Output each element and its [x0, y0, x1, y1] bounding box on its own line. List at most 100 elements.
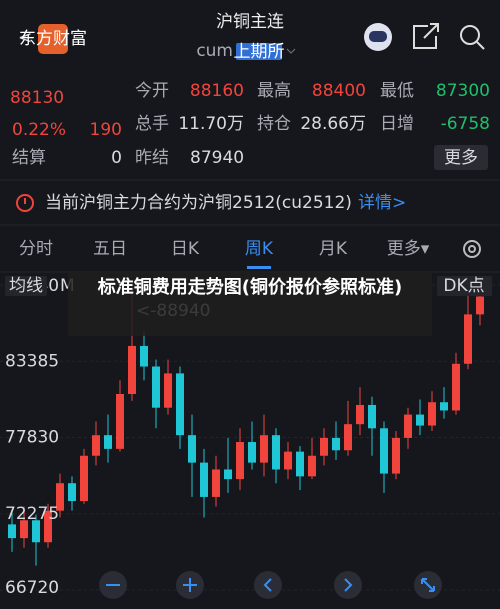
overlay-title: 标准铜费用走势图(铜价报价参照标准) [97, 277, 403, 298]
y-tick-label: 72275 [5, 504, 59, 524]
field-label: 昨结 [135, 148, 169, 168]
icon [421, 578, 435, 592]
exchange-badge [236, 43, 282, 60]
candle-body [44, 510, 52, 543]
candle-body [344, 424, 352, 451]
candle-body [296, 451, 304, 477]
title: 沪铜主连 [216, 12, 284, 32]
candle-body [440, 402, 448, 411]
candle-body [404, 414, 412, 438]
change: 190 [90, 120, 122, 140]
notice-icon [16, 194, 34, 212]
logo-box [38, 24, 68, 54]
settings-core [468, 245, 476, 253]
candle-body [452, 363, 460, 411]
more-label[interactable]: 更多 [444, 148, 478, 168]
icon [344, 578, 353, 592]
candle-body [212, 469, 220, 497]
settle-label: 结算 [12, 148, 46, 168]
candle-body [236, 442, 244, 480]
tab[interactable]: 五日 [93, 239, 127, 259]
back-button[interactable]: < [18, 28, 32, 48]
icon [183, 578, 197, 592]
assistant-face [369, 31, 387, 42]
field-label: 最低 [380, 81, 414, 101]
candle-body [380, 428, 388, 474]
field-value: 88160 [190, 81, 244, 101]
candle-body [140, 345, 148, 367]
code: cum [196, 41, 233, 61]
field-value: -6758 [441, 114, 490, 134]
field-label: 今开 [135, 81, 169, 101]
candle-body [320, 437, 328, 456]
dropdown-icon [286, 48, 296, 54]
dk-button[interactable] [437, 276, 492, 296]
candle-body [20, 520, 28, 539]
candle-body [368, 404, 376, 429]
candle-body [80, 455, 88, 502]
candle-body [416, 414, 424, 426]
change-pct: 0.22% [12, 120, 66, 140]
candle-body [272, 435, 280, 470]
field-value: 28.66万 [300, 114, 366, 134]
field-label: 总手 [135, 114, 169, 134]
exchange: 上期所 [234, 42, 285, 62]
field-value: 11.70万 [178, 114, 244, 134]
candle-body [224, 469, 232, 480]
field-value: 87940 [190, 148, 244, 168]
field-value: 88400 [312, 81, 366, 101]
tab[interactable]: 日K [171, 239, 200, 259]
next[interactable] [334, 571, 362, 599]
candle-body [116, 393, 124, 449]
candle-body [128, 345, 136, 394]
last-price: 88130 [10, 88, 64, 108]
overlay: 标准铜费用走势图(铜价报价参照标准) [97, 277, 403, 298]
y-tick-label: 83385 [5, 351, 59, 371]
ma-button[interactable] [5, 276, 47, 296]
tab[interactable]: 周K [245, 239, 274, 259]
search-icon[interactable] [460, 25, 480, 45]
candle-body [260, 435, 268, 463]
candle-body [164, 373, 172, 408]
candle-body [428, 402, 436, 426]
field-label: 持仓 [257, 114, 291, 134]
candle-body [92, 435, 100, 456]
prev[interactable] [254, 571, 282, 599]
bottom-controls [99, 571, 442, 599]
ma-label[interactable]: 均线 [9, 276, 43, 296]
candle-body [248, 442, 256, 463]
tab[interactable]: 分时 [19, 239, 53, 259]
icon [263, 578, 272, 592]
notice-text: 当前沪铜主力合约为沪铜2512(cu2512) [45, 193, 352, 213]
y-tick-label: 77830 [5, 428, 59, 448]
candle-body [308, 455, 316, 477]
tab[interactable]: 更多▾ [387, 239, 430, 259]
share-icon[interactable] [413, 23, 439, 49]
candle-body [104, 435, 112, 449]
more-button[interactable] [434, 145, 488, 170]
candle-body [476, 296, 484, 315]
candle-body [8, 524, 16, 539]
tab[interactable]: 月K [319, 239, 348, 259]
candle-body [464, 314, 472, 364]
y-tick-label: 66720 [5, 578, 59, 598]
candle-body [32, 520, 40, 543]
notice-link[interactable]: 详情> [358, 193, 406, 213]
candle-body [176, 373, 184, 436]
candle-body [284, 451, 292, 470]
candle-body [188, 435, 196, 463]
candle-body [152, 366, 160, 408]
candle-body [56, 483, 64, 511]
tab-indicator [247, 266, 271, 269]
field-label: 最高 [257, 81, 291, 101]
search-handle [476, 41, 485, 50]
candle-body [332, 437, 340, 451]
settings-icon[interactable] [463, 240, 481, 258]
candle-body [356, 404, 364, 425]
field-value: 87300 [436, 81, 490, 101]
dk-label[interactable]: DK点 [443, 276, 484, 296]
overlay-box [68, 272, 432, 336]
settle: 0 [111, 148, 122, 168]
field-label: 日增 [380, 114, 414, 134]
